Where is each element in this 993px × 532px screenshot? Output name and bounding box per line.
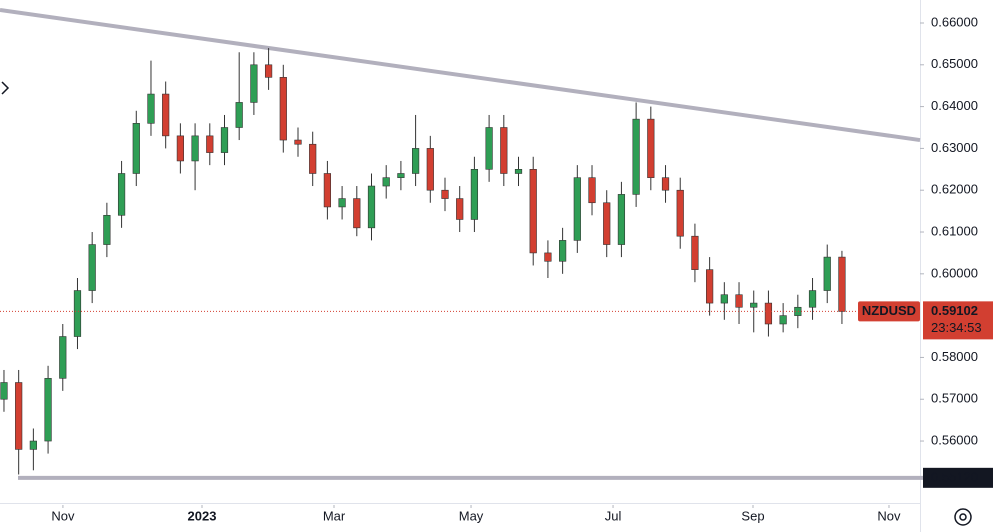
candle-body <box>294 139 302 145</box>
candle-body <box>514 169 523 174</box>
price-box <box>923 301 993 340</box>
candle-body <box>456 198 464 220</box>
candle-body <box>353 198 361 229</box>
candle-body <box>632 118 640 195</box>
y-tick-label: 0.57000 <box>931 391 978 406</box>
y-tick-label: 0.60000 <box>931 265 978 280</box>
candle-body <box>0 382 8 400</box>
candle-body <box>29 440 37 450</box>
candle-body <box>779 315 787 325</box>
candle-body <box>367 185 376 229</box>
candle-body <box>470 169 479 220</box>
candle-body <box>279 77 287 141</box>
x-tick-label: 2023 <box>188 508 217 523</box>
support-label-box <box>923 467 993 488</box>
settings-icon-center <box>959 513 967 521</box>
candle-body <box>250 64 258 103</box>
x-tick-label: Sep <box>741 508 764 523</box>
candle-body <box>382 177 390 187</box>
candle-body <box>706 269 714 304</box>
countdown-label: 23:34:53 <box>931 320 982 335</box>
candle-body <box>117 173 126 216</box>
candle-body <box>485 127 493 170</box>
candle-body <box>88 244 96 291</box>
candle-body <box>808 290 817 308</box>
x-tick-label: Nov <box>877 508 901 523</box>
candle-body <box>500 127 508 174</box>
candle-body <box>426 148 434 191</box>
candle-body <box>661 177 670 191</box>
settings-icon <box>954 508 972 526</box>
candle-body <box>309 143 317 174</box>
candle-body <box>720 294 728 304</box>
y-tick-label: 0.61000 <box>931 223 978 238</box>
candle-body <box>411 148 420 174</box>
candle-body <box>147 93 155 124</box>
candle-body <box>220 127 229 153</box>
candle-body <box>59 336 67 379</box>
y-tick-label: 0.65000 <box>931 56 978 71</box>
candle-body <box>735 294 743 308</box>
candle-body <box>676 189 684 237</box>
candle-body <box>264 64 273 78</box>
candle-body <box>691 235 699 270</box>
y-tick-label: 0.56000 <box>931 432 978 447</box>
candle-body <box>44 378 52 442</box>
candle-body <box>647 118 655 178</box>
candle-body <box>617 194 626 245</box>
candle-body <box>15 382 23 450</box>
candle-body <box>103 214 111 245</box>
y-tick-label: 0.62000 <box>931 182 978 197</box>
candle-body <box>441 189 449 199</box>
x-tick-label: May <box>459 508 484 523</box>
settings-button[interactable] <box>954 508 972 526</box>
candle-body <box>235 102 243 128</box>
x-tick-label: Nov <box>51 508 75 523</box>
candle-body <box>544 252 552 262</box>
candle-body <box>206 135 214 153</box>
support-label: 0.55120 <box>931 469 978 484</box>
side-toggle-icon[interactable] <box>1 81 10 95</box>
candle-body <box>838 256 846 312</box>
y-tick-label: 0.66000 <box>931 14 978 29</box>
candle-body <box>176 135 184 162</box>
candle-body <box>588 177 596 204</box>
candle-body <box>338 198 346 208</box>
y-tick-label: 0.63000 <box>931 140 978 155</box>
y-tick-label: 0.64000 <box>931 98 978 113</box>
symbol-box <box>858 301 920 322</box>
candle-body <box>191 135 199 162</box>
candle-body <box>603 202 611 245</box>
candle-body <box>764 302 773 325</box>
symbol-label: NZDUSD <box>862 303 916 318</box>
candle-body <box>162 93 170 137</box>
x-tick-label: Mar <box>323 508 346 523</box>
candle-body <box>73 290 82 337</box>
candle-body <box>573 177 581 241</box>
last-price-label: 0.59102 <box>931 303 978 318</box>
candle-body <box>750 302 758 308</box>
candle-body <box>132 123 140 174</box>
x-tick-label: Jul <box>605 508 622 523</box>
candle-body <box>823 256 831 291</box>
y-tick-label: 0.58000 <box>931 349 978 364</box>
candle-body <box>559 240 567 262</box>
candle-body <box>529 169 537 254</box>
candle-body <box>397 173 405 178</box>
trend-line <box>0 8 921 143</box>
candle-body <box>323 173 332 208</box>
